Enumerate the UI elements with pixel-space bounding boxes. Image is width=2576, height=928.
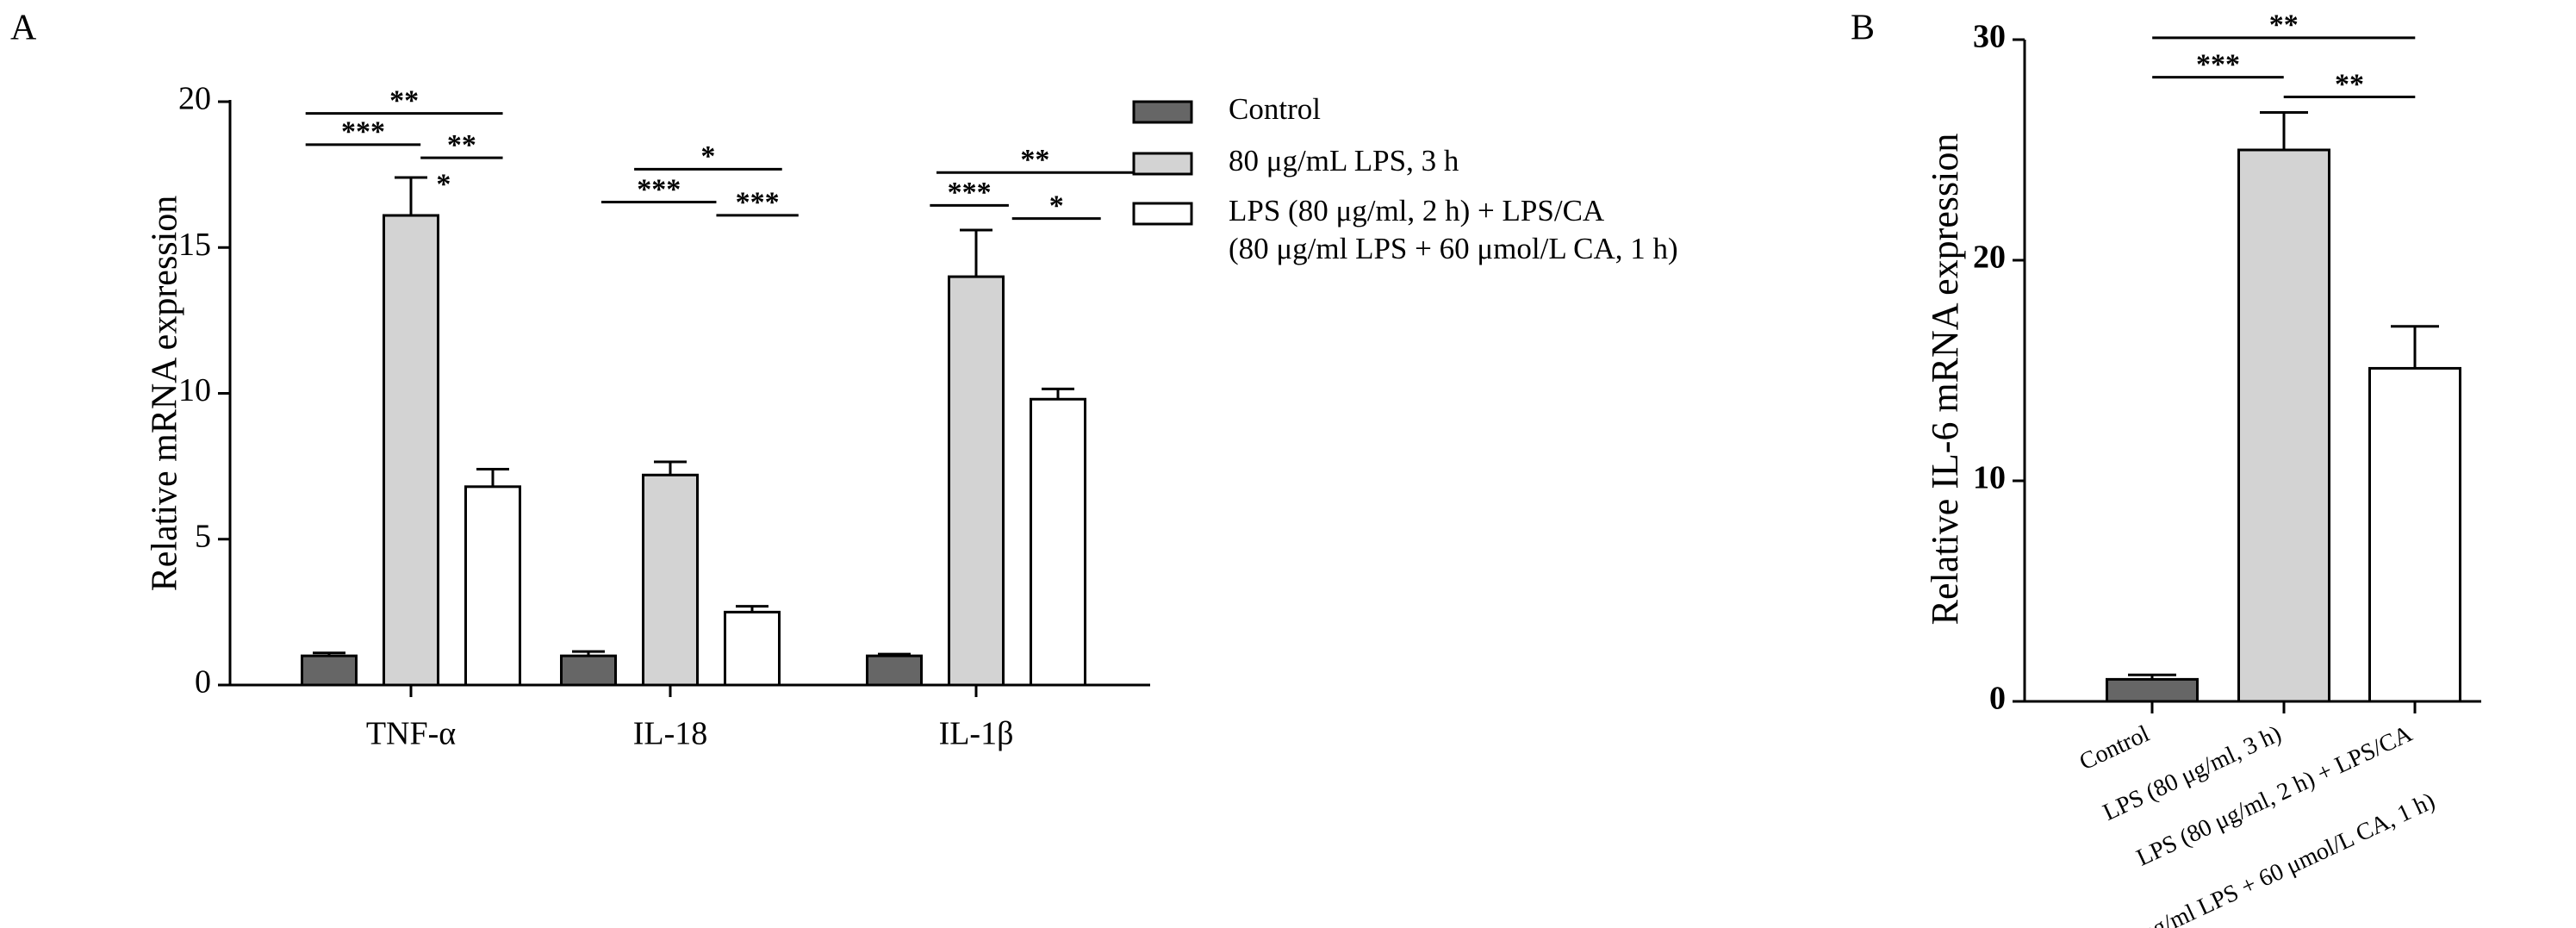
- y-tick-label: 0: [195, 664, 211, 701]
- bar: [724, 610, 781, 687]
- bar: [560, 654, 617, 687]
- x-tick-label: TNF-α: [366, 716, 456, 752]
- x-tick-label: IL-1β: [939, 716, 1014, 752]
- bar: [642, 473, 699, 687]
- legend-swatch: [1132, 100, 1193, 124]
- panel-label: A: [10, 9, 37, 48]
- significance-label: *: [700, 140, 715, 172]
- bar: [2237, 148, 2330, 703]
- bar: [1030, 397, 1086, 687]
- y-axis-title: Relative IL-6 mRNA expression: [1924, 134, 1966, 626]
- y-tick-label: 5: [195, 518, 211, 554]
- bar: [866, 654, 923, 687]
- x-tick-label: IL-18: [633, 716, 708, 752]
- legend-swatch: [1132, 202, 1193, 226]
- significance-label: **: [2335, 68, 2364, 100]
- bar: [2368, 366, 2461, 703]
- bar: [464, 485, 521, 687]
- y-tick-label: 10: [1973, 460, 2006, 496]
- significance-label: **: [447, 129, 476, 161]
- y-tick-label: 20: [178, 81, 211, 117]
- significance-label: **: [389, 84, 419, 116]
- bar: [2106, 677, 2199, 703]
- significance-label: ***: [948, 177, 992, 209]
- y-axis-title: Relative mRNA expression: [146, 196, 185, 592]
- bar: [383, 214, 439, 687]
- significance-label: ***: [2196, 48, 2240, 80]
- bar: [301, 654, 358, 687]
- significance-label: ***: [637, 173, 681, 205]
- legend-label: 80 μg/mL LPS, 3 h: [1229, 144, 1459, 178]
- legend-label: (80 μg/ml LPS + 60 μmol/L CA, 1 h): [1229, 232, 1678, 265]
- y-tick-label: 20: [1973, 240, 2006, 276]
- legend-label: Control: [1229, 92, 1321, 126]
- y-tick-label: 10: [178, 372, 211, 408]
- y-tick-label: 30: [1973, 19, 2006, 55]
- legend-label: LPS (80 μg/ml, 2 h) + LPS/CA: [1229, 194, 1605, 227]
- panel-label: B: [1851, 9, 1875, 48]
- y-tick-label: 15: [178, 227, 211, 263]
- significance-label: ***: [341, 116, 385, 148]
- significance-label: *: [436, 169, 451, 201]
- significance-label: *: [1049, 190, 1064, 221]
- y-tick-label: 0: [1989, 681, 2006, 717]
- legend-swatch: [1132, 152, 1193, 176]
- significance-label: ***: [736, 187, 780, 219]
- x-tick-label: Control: [2075, 720, 2154, 775]
- significance-label: **: [1020, 144, 1049, 176]
- bar: [948, 275, 1005, 687]
- significance-label: **: [2269, 9, 2299, 41]
